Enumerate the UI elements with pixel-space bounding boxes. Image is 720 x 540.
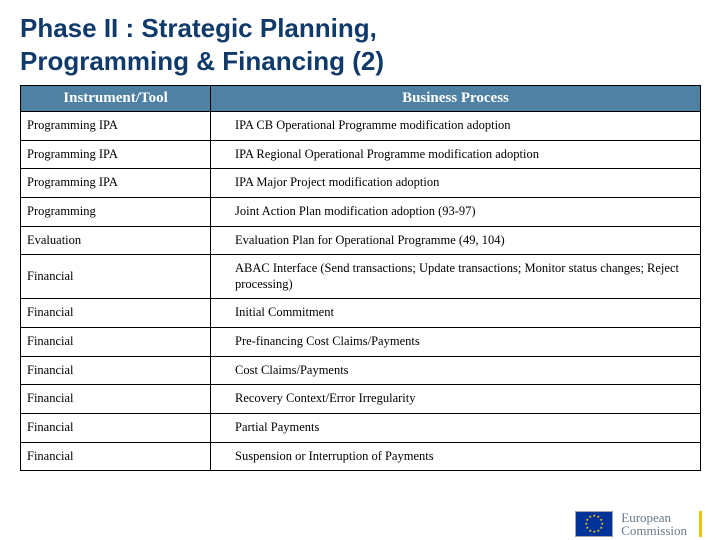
cell-process: Evaluation Plan for Operational Programm… bbox=[211, 226, 701, 255]
cell-instrument: Financial bbox=[21, 356, 211, 385]
cell-process: Joint Action Plan modification adoption … bbox=[211, 197, 701, 226]
slide-container: Phase II : Strategic Planning, Programmi… bbox=[0, 0, 720, 540]
cell-process: IPA Regional Operational Programme modif… bbox=[211, 140, 701, 169]
cell-instrument: Programming bbox=[21, 197, 211, 226]
table-row: Programming IPA IPA Major Project modifi… bbox=[21, 169, 701, 198]
table-row: Evaluation Evaluation Plan for Operation… bbox=[21, 226, 701, 255]
table-row: Programming Joint Action Plan modificati… bbox=[21, 197, 701, 226]
footer-bar-icon bbox=[699, 511, 702, 537]
footer-line-2: Commission bbox=[621, 523, 687, 538]
table-header-row: Instrument/Tool Business Process bbox=[21, 86, 701, 112]
cell-instrument: Programming IPA bbox=[21, 140, 211, 169]
table-row: Financial Initial Commitment bbox=[21, 299, 701, 328]
cell-instrument: Programming IPA bbox=[21, 112, 211, 141]
col-header-process: Business Process bbox=[211, 86, 701, 112]
cell-process: Partial Payments bbox=[211, 413, 701, 442]
cell-process: Recovery Context/Error Irregularity bbox=[211, 385, 701, 414]
table-row: Financial Suspension or Interruption of … bbox=[21, 442, 701, 471]
col-header-instrument: Instrument/Tool bbox=[21, 86, 211, 112]
table-row: Financial Recovery Context/Error Irregul… bbox=[21, 385, 701, 414]
eu-flag-icon: ★ ★ ★ ★ ★ ★ ★ ★ ★ ★ ★ ★ bbox=[575, 511, 613, 537]
table-row: Programming IPA IPA Regional Operational… bbox=[21, 140, 701, 169]
cell-process: ABAC Interface (Send transactions; Updat… bbox=[211, 255, 701, 299]
footer-logo: ★ ★ ★ ★ ★ ★ ★ ★ ★ ★ ★ ★ European Commiss… bbox=[575, 511, 702, 538]
footer-text: European Commission bbox=[621, 511, 687, 538]
table-row: Financial Pre-financing Cost Claims/Paym… bbox=[21, 328, 701, 357]
eu-stars-icon: ★ ★ ★ ★ ★ ★ ★ ★ ★ ★ ★ ★ bbox=[576, 512, 612, 536]
cell-process: Initial Commitment bbox=[211, 299, 701, 328]
cell-process: Suspension or Interruption of Payments bbox=[211, 442, 701, 471]
cell-process: Pre-financing Cost Claims/Payments bbox=[211, 328, 701, 357]
title-line-2: Programming & Financing (2) bbox=[20, 46, 384, 76]
table-row: Financial Cost Claims/Payments bbox=[21, 356, 701, 385]
cell-instrument: Financial bbox=[21, 255, 211, 299]
cell-instrument: Financial bbox=[21, 413, 211, 442]
slide-title: Phase II : Strategic Planning, Programmi… bbox=[20, 12, 700, 77]
table-row: Financial Partial Payments bbox=[21, 413, 701, 442]
cell-process: Cost Claims/Payments bbox=[211, 356, 701, 385]
cell-instrument: Financial bbox=[21, 299, 211, 328]
cell-instrument: Evaluation bbox=[21, 226, 211, 255]
cell-instrument: Financial bbox=[21, 442, 211, 471]
cell-process: IPA CB Operational Programme modificatio… bbox=[211, 112, 701, 141]
cell-process: IPA Major Project modification adoption bbox=[211, 169, 701, 198]
table-row: Financial ABAC Interface (Send transacti… bbox=[21, 255, 701, 299]
cell-instrument: Financial bbox=[21, 385, 211, 414]
table-row: Programming IPA IPA CB Operational Progr… bbox=[21, 112, 701, 141]
cell-instrument: Financial bbox=[21, 328, 211, 357]
process-table: Instrument/Tool Business Process Program… bbox=[20, 85, 701, 471]
title-line-1: Phase II : Strategic Planning, bbox=[20, 13, 377, 43]
cell-instrument: Programming IPA bbox=[21, 169, 211, 198]
